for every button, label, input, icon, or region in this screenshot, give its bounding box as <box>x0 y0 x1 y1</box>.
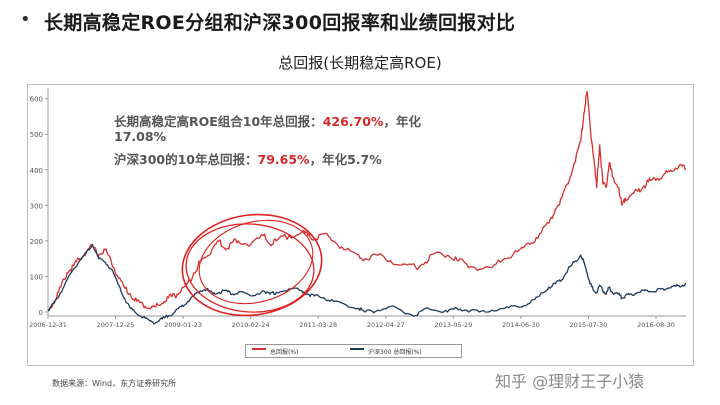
watermark: 知乎 @理财王子小猿 <box>495 372 645 391</box>
annotation-line-2: 17.08% <box>114 129 167 144</box>
chart-title: 总回报(长期稳定高ROE) <box>278 54 442 72</box>
y-tick-label-4: 400 <box>30 167 43 175</box>
series-line-1 <box>47 90 687 311</box>
x-tick-label-5: 2012-04-27 <box>367 321 405 329</box>
series-line-2 <box>47 243 687 325</box>
legend-swatch-1 <box>252 348 266 350</box>
x-tick-label-4: 2011-03-28 <box>299 321 337 329</box>
x-tick-label-6: 2013-05-29 <box>434 321 472 329</box>
x-tick-label-0: 2006-12-31 <box>29 321 67 329</box>
annotation-3-prefix: 沪深300的10年总回报： <box>114 152 258 167</box>
y-tick-label-0: 0 <box>39 309 43 317</box>
x-tick-label-2: 2009-01-23 <box>164 321 202 329</box>
annotation-1-prefix: 长期高稳定高ROE组合10年总回报： <box>114 114 323 129</box>
y-tick-label-3: 300 <box>30 202 43 210</box>
annotation-line-1: 长期高稳定高ROE组合10年总回报：426.70%，年化 <box>114 111 421 130</box>
annotation-1-suffix: ，年化 <box>383 114 421 129</box>
slide-bullet: • <box>20 9 31 30</box>
annotation-1-value: 426.70% <box>322 114 384 129</box>
annotation-line-3: 沪深300的10年总回报：79.65%，年化5.7% <box>114 149 382 168</box>
chart-frame <box>27 84 694 366</box>
x-tick-label-3: 2010-02-24 <box>232 321 270 329</box>
chart-legend: 总回报(%) 沪深300 总回报(%) <box>245 344 462 358</box>
y-tick-label-6: 600 <box>30 96 43 104</box>
data-source-note: 数据来源：Wind，东方证券研究所 <box>52 379 177 388</box>
emphasis-circle-1 <box>181 213 323 317</box>
x-tick-label-7: 2014-06-30 <box>502 321 540 329</box>
emphasis-circle-3 <box>198 219 314 305</box>
legend-label-2: 沪深300 总回报(%) <box>368 349 422 356</box>
annotation-3-suffix: ，年化5.7% <box>309 152 382 167</box>
slide-title: 长期高稳定ROE分组和沪深300回报率和业绩回报对比 <box>44 12 516 34</box>
x-tick-label-1: 2007-12-25 <box>97 321 135 329</box>
y-tick-label-1: 100 <box>30 273 43 281</box>
x-tick-label-8: 2015-07-30 <box>570 321 608 329</box>
x-tick-label-9: 2016-08-30 <box>637 321 675 329</box>
y-tick-label-5: 500 <box>30 131 43 139</box>
y-tick-label-2: 200 <box>30 238 43 246</box>
legend-swatch-2 <box>350 348 364 350</box>
legend-label-1: 总回报(%) <box>270 349 299 356</box>
annotation-3-value: 79.65% <box>257 152 310 167</box>
emphasis-circle-2 <box>185 223 315 313</box>
